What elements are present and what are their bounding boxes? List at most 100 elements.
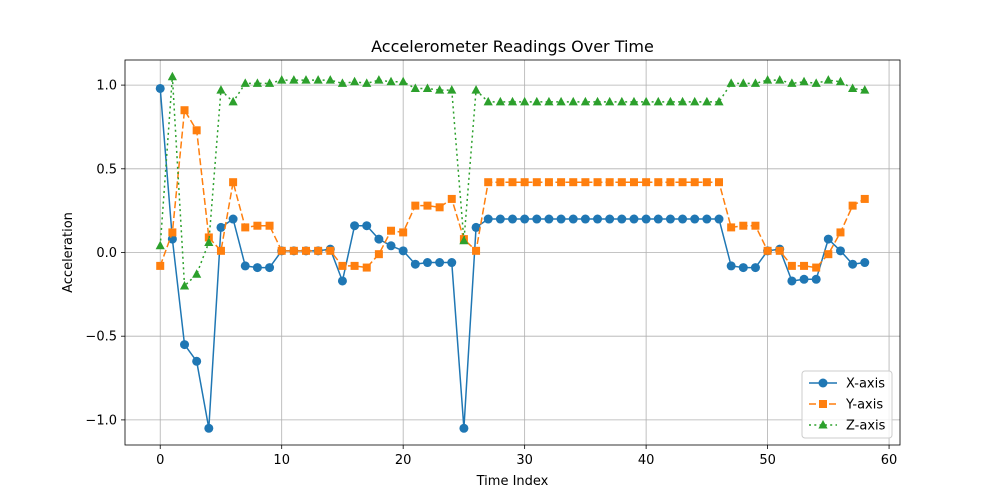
data-point-y-axis <box>447 194 456 203</box>
data-point-y-axis <box>702 178 711 187</box>
data-point-z-axis <box>702 96 712 106</box>
data-point-z-axis <box>252 78 263 87</box>
data-point-y-axis <box>180 106 189 115</box>
data-point-x-axis <box>593 214 603 224</box>
data-point-z-axis <box>459 235 469 245</box>
data-point-z-axis <box>422 83 433 92</box>
data-point-y-axis <box>860 194 869 203</box>
data-point-x-axis <box>665 214 675 224</box>
data-point-y-axis <box>216 246 225 255</box>
data-point-z-axis <box>447 85 457 94</box>
data-point-z-axis <box>544 96 554 106</box>
data-point-y-axis <box>605 178 614 187</box>
data-point-y-axis <box>715 178 724 187</box>
data-point-y-axis <box>350 261 359 270</box>
data-point-x-axis <box>228 214 238 224</box>
data-point-y-axis <box>787 261 796 270</box>
data-point-y-axis <box>265 221 274 230</box>
data-point-x-axis <box>714 214 724 224</box>
data-point-x-axis <box>252 263 262 273</box>
data-point-y-axis <box>848 201 857 210</box>
data-point-y-axis <box>666 178 675 187</box>
data-point-z-axis <box>775 75 785 84</box>
data-point-y-axis <box>314 246 323 255</box>
ticks: 0 10 20 30 40 50 60 −1.0 −0.5 0.0 0.5 1.0 <box>85 79 897 468</box>
data-point-y-axis <box>435 203 444 212</box>
data-point-z-axis <box>155 240 165 250</box>
data-point-x-axis <box>848 259 858 269</box>
data-point-y-axis <box>557 178 566 187</box>
data-point-z-axis <box>374 75 384 84</box>
data-point-z-axis <box>362 78 372 87</box>
data-point-x-axis <box>386 241 396 251</box>
data-point-y-axis <box>338 261 347 270</box>
data-point-y-axis <box>520 178 529 187</box>
data-point-z-axis <box>192 269 202 278</box>
data-point-y-axis <box>569 178 578 187</box>
series-layer <box>155 71 870 433</box>
data-point-y-axis <box>362 263 371 272</box>
data-point-z-axis <box>823 75 833 84</box>
data-point-x-axis <box>605 214 615 224</box>
data-point-y-axis <box>484 178 493 187</box>
data-point-x-axis <box>750 263 760 273</box>
data-point-z-axis <box>435 85 445 94</box>
data-point-y-axis <box>763 246 772 255</box>
data-point-y-axis <box>229 178 238 187</box>
y-tick-label: −0.5 <box>85 330 117 345</box>
data-point-x-axis <box>811 274 821 284</box>
data-point-y-axis <box>326 246 335 255</box>
data-point-z-axis <box>471 85 481 94</box>
data-point-x-axis <box>398 246 408 256</box>
y-tick-label: 1.0 <box>96 79 117 94</box>
y-tick-label: 0.0 <box>96 246 117 261</box>
data-point-x-axis <box>495 214 505 224</box>
data-point-y-axis <box>168 228 177 237</box>
data-point-x-axis <box>799 274 809 284</box>
data-point-x-axis <box>447 258 457 268</box>
data-point-x-axis <box>544 214 554 224</box>
data-point-x-axis <box>155 83 165 93</box>
data-point-z-axis <box>410 83 420 92</box>
data-point-x-axis <box>374 234 384 244</box>
data-point-z-axis <box>835 76 846 86</box>
data-point-y-axis <box>532 178 541 187</box>
data-point-x-axis <box>690 214 700 224</box>
data-point-x-axis <box>678 214 688 224</box>
data-point-z-axis <box>507 96 518 106</box>
data-point-x-axis <box>702 214 712 224</box>
data-point-y-axis <box>277 246 286 255</box>
data-point-x-axis <box>532 214 542 224</box>
data-point-y-axis <box>496 178 505 187</box>
y-tick-label: 0.5 <box>96 162 117 177</box>
data-point-x-axis <box>204 423 214 433</box>
data-point-z-axis <box>520 96 530 106</box>
legend-marker <box>819 400 827 408</box>
x-tick-label: 30 <box>516 453 533 468</box>
data-point-x-axis <box>216 222 226 232</box>
data-point-z-axis <box>337 78 348 87</box>
data-point-x-axis <box>568 214 578 224</box>
data-point-z-axis <box>568 96 578 106</box>
data-point-y-axis <box>399 228 408 237</box>
data-point-y-axis <box>472 246 481 255</box>
data-point-z-axis <box>313 75 323 84</box>
data-point-z-axis <box>580 96 590 106</box>
data-point-y-axis <box>800 261 809 270</box>
data-point-z-axis <box>325 75 335 84</box>
data-point-y-axis <box>824 250 833 259</box>
data-point-z-axis <box>532 96 542 106</box>
data-point-z-axis <box>216 85 226 94</box>
data-point-x-axis <box>192 356 202 366</box>
data-point-x-axis <box>520 214 530 224</box>
data-point-y-axis <box>836 228 845 237</box>
data-point-z-axis <box>167 71 177 81</box>
data-point-y-axis <box>301 246 310 255</box>
data-point-y-axis <box>156 261 165 270</box>
data-point-x-axis <box>471 222 481 232</box>
data-point-x-axis <box>653 214 663 224</box>
data-point-z-axis <box>629 96 639 106</box>
series-line-y-axis <box>159 109 866 269</box>
data-point-y-axis <box>593 178 602 187</box>
